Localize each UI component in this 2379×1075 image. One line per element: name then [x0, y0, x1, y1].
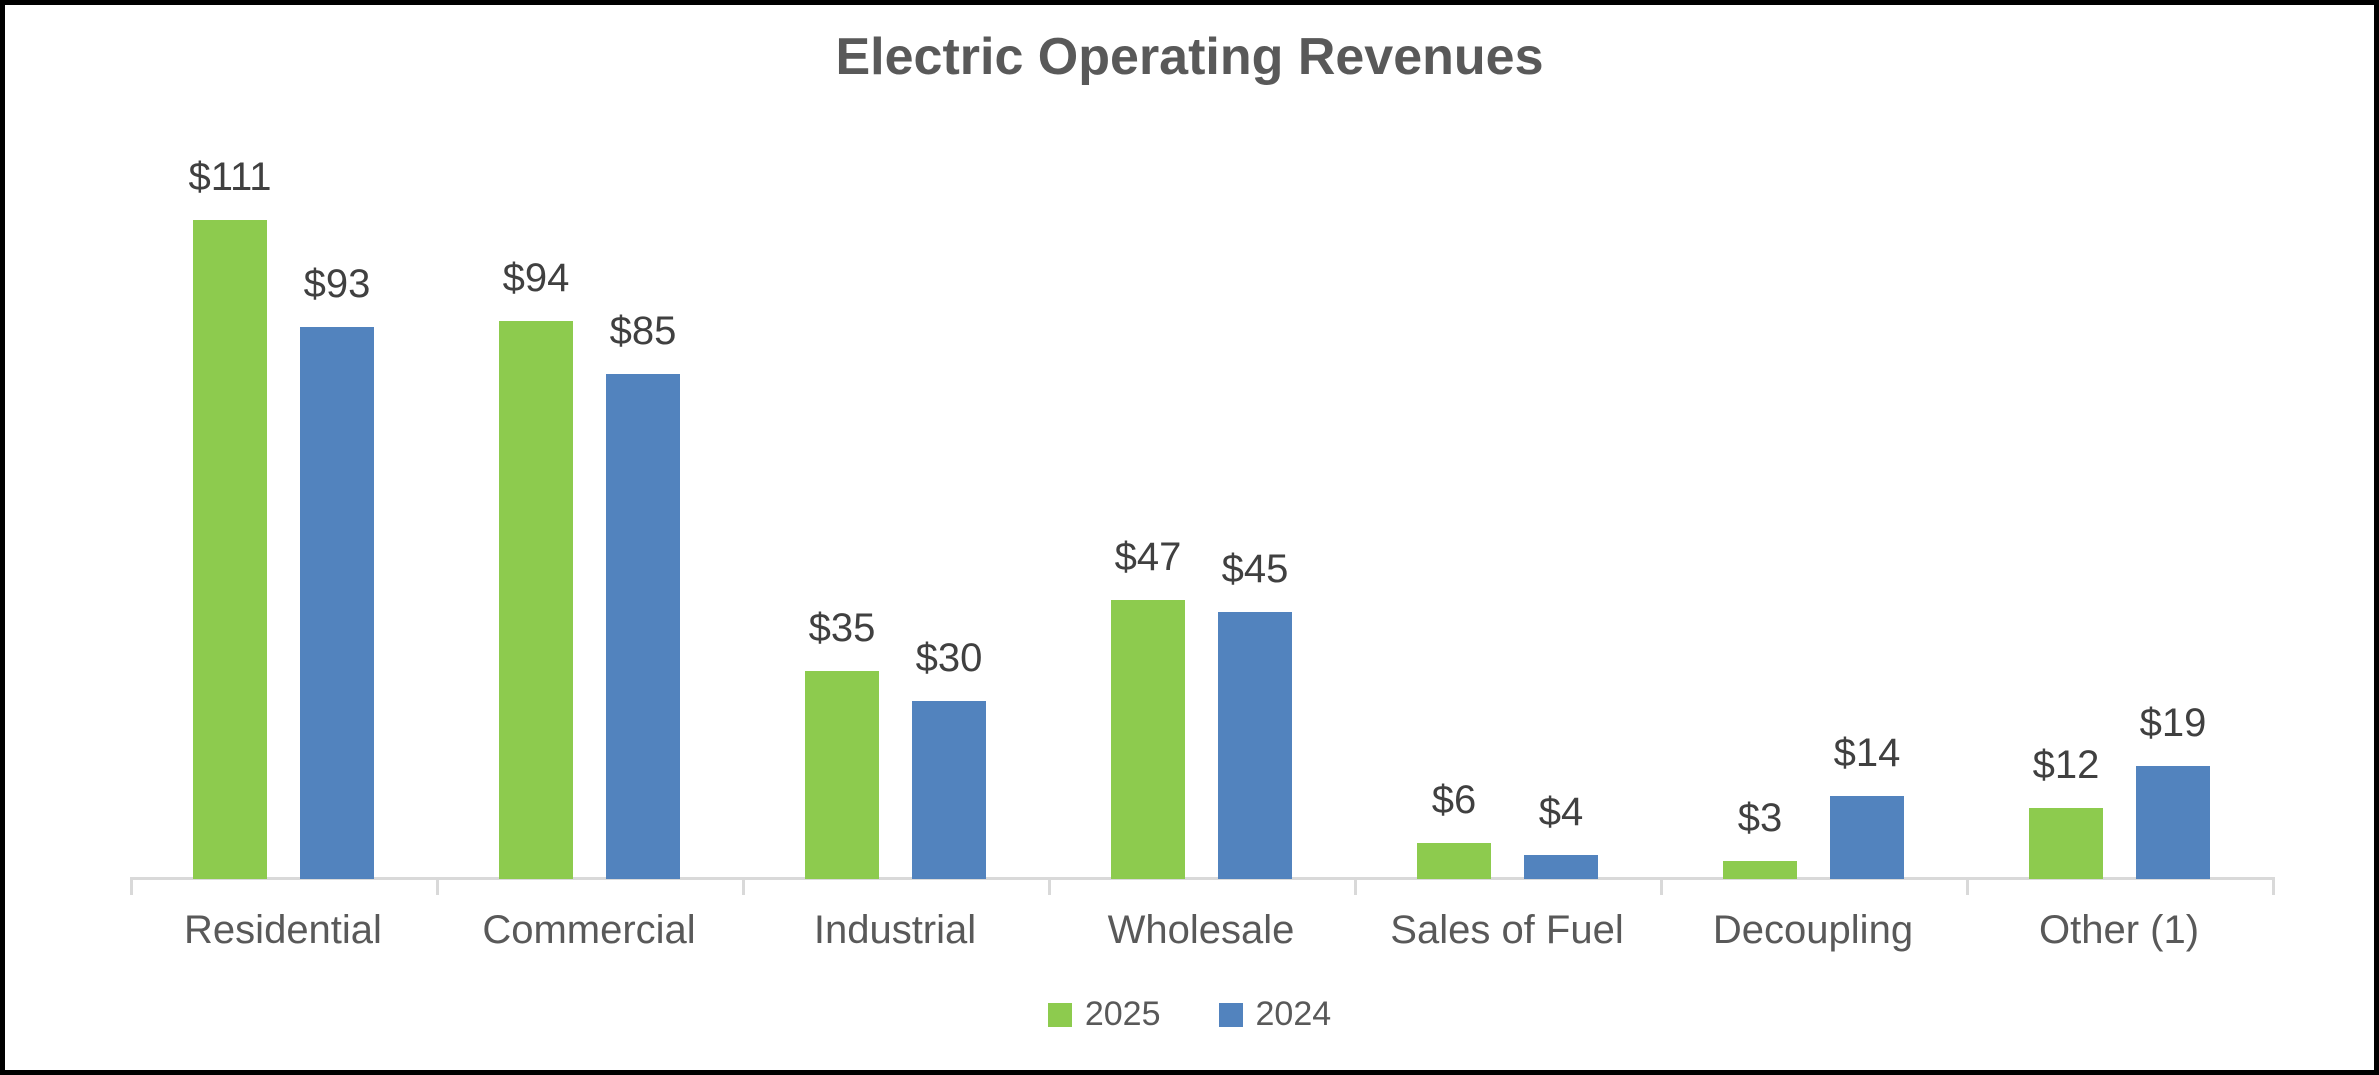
category-label-commercial: Commercial [482, 908, 696, 952]
bar-group-decoupling: $3 $14 [1660, 5, 1966, 880]
axis-tick [2272, 880, 2275, 895]
data-label-2024-residential: $93 [303, 262, 371, 306]
category-label-decoupling: Decoupling [1712, 908, 1914, 952]
data-label-2024-other-1: $19 [2139, 701, 2207, 745]
legend-item-2025: 2025 [1047, 995, 1161, 1034]
data-label-2025-decoupling: $3 [1737, 796, 1783, 840]
data-label-2025-residential: $111 [188, 155, 272, 199]
category-label-sales-of-fuel: Sales of Fuel [1390, 908, 1624, 952]
chart-title: Electric Operating Revenues [835, 28, 1544, 86]
bar-group-commercial: $94 $85 [436, 5, 742, 880]
bar-group-industrial: $35 $30 [742, 5, 1048, 880]
bar-group-residential: $111 $93 [130, 5, 436, 880]
category-label-residential: Residential [184, 908, 382, 952]
bar-group-wholesale: $47 $45 [1048, 5, 1354, 880]
category-label-industrial: Industrial [813, 908, 977, 952]
bar-2024-industrial [912, 701, 986, 879]
category-axis: Residential Commercial Industrial Wholesale… [130, 908, 2272, 968]
axis-tick [1354, 880, 1357, 895]
data-label-2024-wholesale: $45 [1221, 547, 1289, 591]
bar-2024-sales-of-fuel [1524, 855, 1598, 879]
legend: 2025 2024 [5, 995, 2374, 1034]
axis-tick [1048, 880, 1051, 895]
data-label-2024-sales-of-fuel: $4 [1538, 790, 1584, 834]
axis-tick [130, 880, 133, 895]
category-label-wholesale: Wholesale [1107, 908, 1295, 952]
data-label-2025-other-1: $12 [2032, 743, 2100, 787]
plot-area: $111 $93 $94 $85 $35 $30 $47 $45 $6 $4 $3 $14 $12 $19 [130, 5, 2275, 895]
bar-group-other-1: $12 $19 [1966, 5, 2272, 880]
bar-2025-other-1 [2029, 808, 2103, 879]
x-axis-line [130, 877, 2275, 880]
data-label-2024-industrial: $30 [915, 636, 983, 680]
bar-2024-residential [300, 327, 374, 879]
legend-label-2024: 2024 [1255, 995, 1332, 1033]
data-label-2024-commercial: $85 [609, 309, 677, 353]
axis-tick [1966, 880, 1969, 895]
data-label-2024-decoupling: $14 [1833, 731, 1901, 775]
category-label-other-1: Other (1) [2038, 908, 2200, 952]
bar-2025-wholesale [1111, 600, 1185, 879]
bar-2025-decoupling [1723, 861, 1797, 879]
bar-2025-sales-of-fuel [1417, 843, 1491, 879]
bar-2025-residential [193, 220, 267, 879]
data-label-2025-wholesale: $47 [1114, 535, 1182, 579]
data-label-2025-commercial: $94 [502, 256, 570, 300]
legend-swatch-2025 [1047, 1002, 1072, 1027]
data-label-2025-industrial: $35 [808, 606, 876, 650]
bar-2024-other-1 [2136, 766, 2210, 879]
bar-2025-commercial [499, 321, 573, 879]
legend-item-2024: 2024 [1218, 995, 1332, 1034]
axis-tick [742, 880, 745, 895]
bar-2025-industrial [805, 671, 879, 879]
legend-label-2025: 2025 [1084, 995, 1161, 1033]
bar-2024-commercial [606, 374, 680, 879]
bar-2024-wholesale [1218, 612, 1292, 879]
bar-group-sales-of-fuel: $6 $4 [1354, 5, 1660, 880]
data-label-2025-sales-of-fuel: $6 [1431, 778, 1477, 822]
axis-tick [1660, 880, 1663, 895]
legend-swatch-2024 [1218, 1002, 1243, 1027]
bar-2024-decoupling [1830, 796, 1904, 879]
axis-tick [436, 880, 439, 895]
